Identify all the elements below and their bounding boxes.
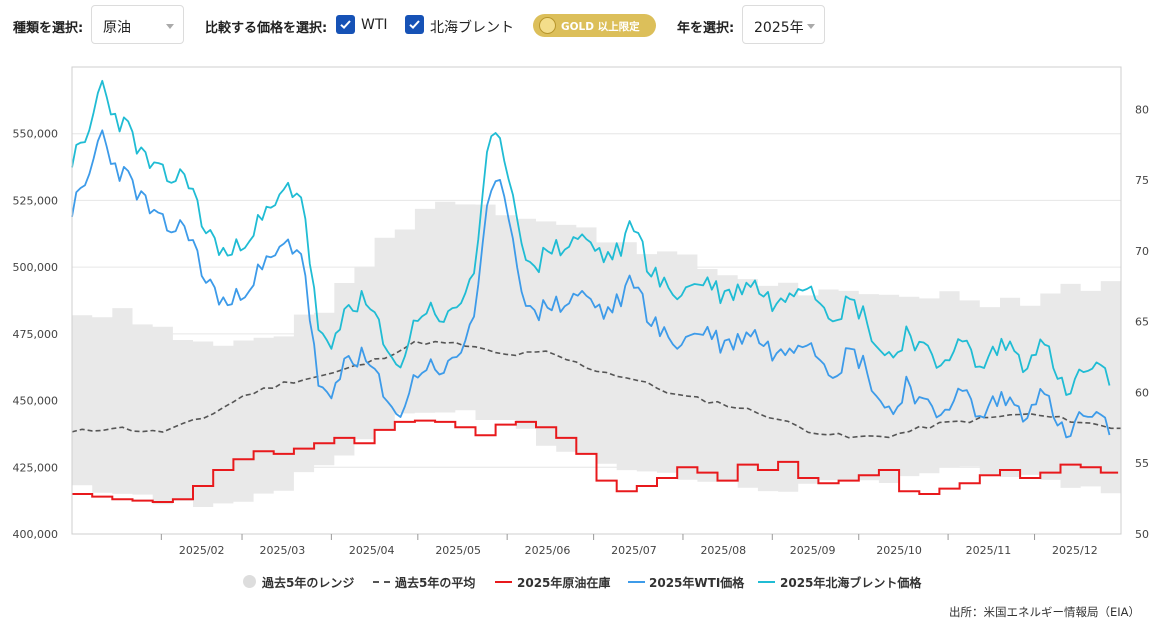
- compare-label: 比較する価格を選択:: [205, 21, 328, 36]
- plot-border: [71, 66, 1122, 535]
- y-left-tick-label: 400,000: [13, 528, 59, 541]
- legend-item[interactable]: 2025年北海ブレント価格: [0, 572, 1163, 592]
- left-axis-ticks: 400,000 425,000 450,000 475,000 500,000 525,0…: [13, 128, 59, 541]
- y-right-tick-label: 70: [1135, 245, 1149, 258]
- y-left-tick-label: 450,000: [13, 395, 59, 408]
- x-tick-label: 2025/09: [790, 544, 836, 557]
- gold-member-badge[interactable]: GOLD 以上限定: [533, 14, 656, 37]
- type-select-value: 原油: [103, 20, 131, 36]
- legend-item[interactable]: 2025年WTI価格: [0, 572, 1163, 592]
- chevron-down-icon: [807, 24, 815, 29]
- chevron-down-icon: [166, 24, 174, 29]
- legend-label: 過去5年のレンジ: [262, 576, 355, 590]
- y-right-tick-label: 55: [1135, 457, 1149, 470]
- wti-price-line: [71, 129, 1111, 439]
- x-tick-label: 2025/12: [1052, 544, 1098, 557]
- wti-checkbox-label: WTI: [361, 17, 388, 33]
- legend-item[interactable]: 過去5年のレンジ: [0, 572, 1163, 592]
- checkmark-icon: [405, 15, 424, 34]
- year-select-value: 2025年: [754, 20, 804, 36]
- wti-checkbox[interactable]: WTI: [336, 15, 396, 37]
- legend-symbol: [243, 575, 256, 588]
- right-axis-ticks: 50 55 60 65 70 75 80: [1135, 103, 1149, 541]
- y-left-tick-label: 425,000: [13, 461, 59, 474]
- x-axis-ticks: 2025/02 2025/03 2025/04 2025/05 2025/06 2025/…: [160, 534, 1098, 557]
- brent-price-line: [71, 79, 1111, 396]
- y-left-tick-label: 525,000: [13, 194, 59, 207]
- chart-controls: 種類を選択: 原油 比較する価格を選択: WTI 北海ブレント GOLD 以上限…: [0, 0, 1163, 52]
- legend-symbol: [495, 581, 512, 583]
- crude-inventory-line: [72, 419, 1119, 503]
- type-select[interactable]: 原油: [91, 5, 184, 44]
- x-tick-label: 2025/04: [349, 544, 395, 557]
- y-left-tick-label: 500,000: [13, 261, 59, 274]
- checkmark-icon: [336, 15, 355, 34]
- brent-checkbox-label: 北海ブレント: [430, 20, 514, 36]
- gold-badge-label: GOLD 以上限定: [561, 21, 640, 33]
- y-right-tick-label: 75: [1135, 174, 1149, 187]
- gold-coin-icon: [539, 17, 556, 34]
- oil-inventory-price-chart: 400,000 425,000 450,000 475,000 500,000 525,0…: [13, 66, 1149, 557]
- legend-label: 2025年原油在庫: [517, 576, 611, 590]
- year-select[interactable]: 2025年: [742, 5, 825, 44]
- plot-frame: [71, 66, 1122, 535]
- y-left-tick-label: 475,000: [13, 328, 59, 341]
- y-left-tick-label: 550,000: [13, 128, 59, 141]
- brent-checkbox[interactable]: 北海ブレント: [405, 15, 520, 37]
- x-tick-label: 2025/11: [966, 544, 1012, 557]
- legend-item[interactable]: 2025年原油在庫: [0, 572, 1163, 592]
- series-lines: [71, 79, 1121, 503]
- y-right-tick-label: 60: [1135, 386, 1149, 399]
- year-select-label: 年を選択:: [677, 21, 735, 36]
- legend-label: 2025年WTI価格: [649, 576, 745, 590]
- legend-symbol: [758, 581, 775, 583]
- y-right-tick-label: 50: [1135, 528, 1149, 541]
- x-tick-label: 2025/05: [435, 544, 481, 557]
- legend-label: 2025年北海ブレント価格: [780, 576, 922, 590]
- x-tick-label: 2025/10: [876, 544, 922, 557]
- range-area: [72, 201, 1121, 508]
- type-select-label: 種類を選択:: [13, 21, 84, 36]
- x-tick-label: 2025/03: [260, 544, 306, 557]
- y-right-tick-label: 65: [1135, 316, 1149, 329]
- x-tick-label: 2025/07: [611, 544, 657, 557]
- x-tick-label: 2025/06: [525, 544, 571, 557]
- five-year-average-line: [71, 340, 1121, 439]
- source-note: 出所：米国エネルギー情報局（EIA）: [948, 605, 1140, 619]
- legend-label: 過去5年の平均: [395, 576, 476, 590]
- x-tick-label: 2025/08: [700, 544, 746, 557]
- x-tick-label: 2025/02: [179, 544, 225, 557]
- y-right-tick-label: 80: [1135, 103, 1149, 116]
- legend-item[interactable]: 過去5年の平均: [0, 572, 1163, 592]
- five-year-range-band: [72, 201, 1121, 508]
- legend-symbol: [373, 581, 390, 583]
- legend-symbol: [628, 581, 645, 583]
